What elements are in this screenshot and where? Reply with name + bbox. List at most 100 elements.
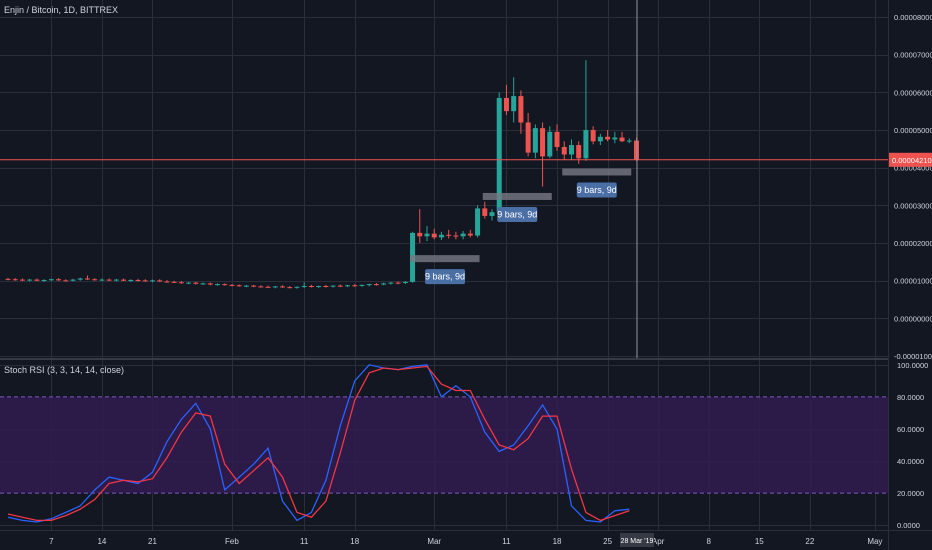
candle-body[interactable] (518, 96, 524, 123)
candle-body[interactable] (243, 285, 249, 287)
candle-body[interactable] (56, 279, 62, 281)
candle-body[interactable] (63, 280, 69, 282)
candle-body[interactable] (214, 284, 220, 286)
candle-body[interactable] (178, 282, 184, 284)
range-bar[interactable] (410, 255, 480, 263)
candle-body[interactable] (568, 145, 574, 155)
candle-body[interactable] (373, 284, 379, 286)
candle-body[interactable] (525, 122, 531, 153)
candle-body[interactable] (251, 285, 257, 287)
candle-body[interactable] (272, 286, 278, 288)
indicator-title[interactable]: Stoch RSI (3, 3, 14, 14, close) (4, 365, 124, 375)
candle-body[interactable] (308, 286, 314, 288)
candle-body[interactable] (532, 128, 538, 153)
range-bar[interactable] (562, 168, 632, 176)
stoch-rsi-k-line[interactable] (7, 364, 630, 523)
candle-body[interactable] (554, 131, 560, 147)
candle-body[interactable] (597, 136, 603, 142)
candle-body[interactable] (222, 284, 228, 286)
candle-body[interactable] (135, 279, 141, 281)
candle-body[interactable] (453, 235, 459, 237)
candle-body[interactable] (381, 283, 387, 285)
candle-body[interactable] (287, 287, 293, 289)
range-annotations[interactable]: 9 bars, 9d 9 bars, 9d 9 bars, 9d (410, 168, 632, 285)
candle-body[interactable] (149, 280, 155, 282)
candle-body[interactable] (41, 279, 47, 281)
candle-body[interactable] (547, 131, 553, 157)
candle-body[interactable] (626, 140, 632, 142)
candle-body[interactable] (280, 286, 286, 288)
candle-body[interactable] (446, 234, 452, 236)
candle-body[interactable] (323, 286, 329, 288)
candle-body[interactable] (489, 212, 495, 216)
candle-body[interactable] (475, 208, 481, 236)
candle-body[interactable] (540, 128, 546, 157)
candle-body[interactable] (70, 279, 76, 281)
candle-body[interactable] (48, 279, 54, 281)
range-label-bg (425, 269, 466, 285)
range-bar[interactable] (482, 192, 552, 200)
time-axis[interactable]: 7 14 21 Feb 11 18 Mar 11 18 25 Apr 8 15 22 May (49, 537, 882, 546)
candlestick-series[interactable] (5, 60, 639, 289)
candle-body[interactable] (92, 279, 98, 281)
candle-body[interactable] (113, 279, 119, 281)
candle-body[interactable] (207, 283, 213, 285)
candle-body[interactable] (359, 284, 365, 286)
rsi-axis[interactable]: 100.0000 80.0000 60.0000 40.0000 20.0000 0.00… (897, 361, 928, 530)
candle-body[interactable] (193, 282, 199, 284)
candle-body[interactable] (337, 285, 343, 287)
candle-body[interactable] (200, 283, 206, 285)
candle-body[interactable] (583, 130, 589, 159)
candle-body[interactable] (84, 278, 90, 280)
candle-body[interactable] (605, 136, 611, 140)
candle-body[interactable] (157, 280, 163, 282)
candle-body[interactable] (316, 286, 322, 288)
candle-body[interactable] (121, 279, 127, 281)
candle-body[interactable] (460, 233, 466, 237)
candle-body[interactable] (424, 233, 430, 237)
candle-body[interactable] (438, 234, 444, 238)
candle-body[interactable] (294, 286, 300, 288)
candle-body[interactable] (34, 279, 40, 281)
candle-body[interactable] (402, 281, 408, 284)
candle-body[interactable] (431, 233, 437, 238)
candle-body[interactable] (19, 279, 25, 281)
candle-body[interactable] (265, 286, 271, 288)
price-axis[interactable]: 0.00008000 0.00007000 0.00006000 0.00005000… (894, 13, 932, 361)
candle-body[interactable] (345, 285, 351, 287)
stoch-rsi-series[interactable] (7, 364, 630, 523)
candle-body[interactable] (171, 281, 177, 283)
candle-body[interactable] (142, 280, 148, 282)
candle-body[interactable] (164, 281, 170, 283)
candle-body[interactable] (576, 145, 582, 159)
candle-body[interactable] (5, 278, 11, 280)
candle-body[interactable] (366, 284, 372, 286)
stoch-rsi-d-line[interactable] (7, 365, 630, 522)
candle-body[interactable] (612, 137, 618, 140)
candle-body[interactable] (229, 284, 235, 286)
candle-body[interactable] (561, 146, 567, 155)
candle-body[interactable] (417, 232, 423, 237)
candle-body[interactable] (77, 278, 83, 280)
candle-body[interactable] (301, 286, 307, 288)
candle-body[interactable] (27, 279, 33, 281)
symbol-title[interactable]: Enjin / Bitcoin, 1D, BITTREX (4, 5, 118, 15)
candle-body[interactable] (99, 279, 105, 281)
candle-body[interactable] (128, 279, 134, 281)
candle-body[interactable] (106, 279, 112, 281)
candle-body[interactable] (467, 233, 473, 236)
candle-body[interactable] (503, 97, 509, 112)
candle-body[interactable] (511, 96, 517, 112)
candle-body[interactable] (388, 282, 394, 284)
candle-body[interactable] (352, 285, 358, 287)
candle-body[interactable] (496, 97, 502, 213)
candle-body[interactable] (330, 285, 336, 287)
candle-body[interactable] (186, 282, 192, 284)
candle-body[interactable] (258, 286, 264, 288)
candle-body[interactable] (12, 279, 18, 281)
candle-body[interactable] (395, 282, 401, 284)
candle-body[interactable] (236, 285, 242, 287)
candle-body[interactable] (619, 137, 625, 142)
candle-body[interactable] (482, 208, 488, 216)
candle-body[interactable] (590, 130, 596, 142)
